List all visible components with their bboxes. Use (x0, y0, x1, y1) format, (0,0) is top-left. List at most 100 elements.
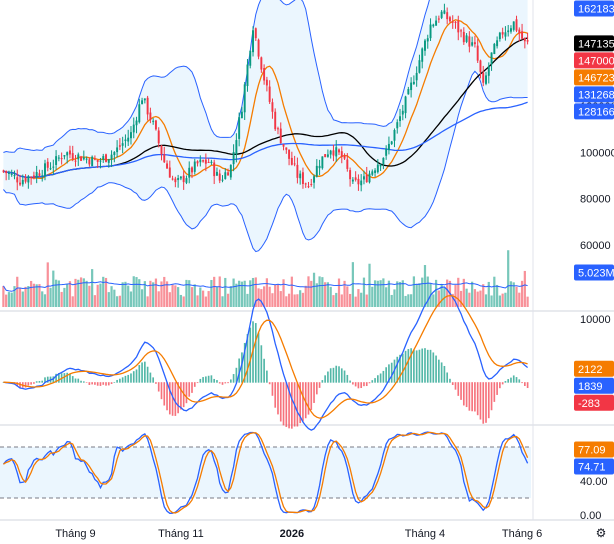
candle-body (485, 75, 487, 84)
settings-gear-icon[interactable]: ⚙ (595, 526, 607, 540)
macd-hist-bar (121, 377, 124, 383)
volume-bar (318, 276, 321, 307)
macd-hist-bar (94, 382, 96, 385)
macd-hist-bar (315, 382, 318, 395)
bollinger-fill (3, 0, 528, 252)
volume-bar (437, 290, 440, 307)
candle-body (204, 159, 207, 164)
candle-body (296, 164, 299, 178)
volume-bar (423, 265, 427, 307)
volume-bar (310, 280, 313, 307)
macd-hist-bar (144, 361, 146, 383)
volume-bar (79, 277, 83, 307)
candle-body (293, 163, 296, 165)
volume-bar (479, 290, 482, 307)
candle-body (518, 29, 521, 34)
volume-bar (454, 284, 457, 307)
candle-body (85, 158, 88, 160)
volume-bar (38, 284, 41, 307)
candle-body (13, 175, 16, 177)
volume-bar (373, 280, 377, 307)
stoch-tag-bg (574, 441, 614, 458)
volume-bar (440, 284, 443, 307)
macd-hist-bar (302, 382, 304, 422)
volume-bar (135, 277, 138, 307)
volume-bar (115, 296, 119, 307)
candle-body (121, 143, 124, 146)
volume-bar (215, 286, 219, 307)
candle-body (152, 120, 155, 122)
candle-body (376, 164, 379, 173)
candle-body (177, 178, 180, 181)
volume-bar (268, 286, 271, 307)
macd-hist-bar (113, 382, 116, 383)
macd-hist-bar (33, 382, 35, 384)
macd-hist-bar (249, 327, 252, 383)
macd-hist-bar (346, 374, 349, 383)
candle-body (493, 43, 496, 55)
candle-body (35, 172, 38, 178)
volume-bar (221, 296, 224, 307)
candle-body (68, 150, 71, 155)
candle-body (102, 156, 105, 161)
candle-body (166, 163, 169, 169)
macd-hist-bar (166, 382, 168, 411)
volume-bar (213, 276, 216, 307)
volume-bar (360, 292, 363, 307)
volume-bar (182, 296, 185, 307)
volume-bar (371, 286, 374, 307)
volume-bar (526, 296, 529, 307)
candle-body (116, 147, 119, 153)
volume-bar (63, 287, 66, 307)
candle-body (407, 89, 410, 95)
volume-bar (299, 290, 302, 307)
macd-hist-bar (501, 382, 504, 385)
macd-hist-bar (102, 382, 105, 385)
candle-body (46, 161, 49, 168)
volume-bar (418, 283, 421, 307)
macd-hist-bar (46, 376, 49, 383)
candle-body (257, 39, 260, 57)
candle-body (435, 20, 438, 26)
candle-body (346, 159, 349, 169)
volume-bar (249, 280, 252, 307)
candle-body (110, 154, 113, 160)
price-tag-bg (574, 86, 614, 103)
volume-bar (376, 280, 379, 307)
macd-hist-bar (368, 382, 371, 384)
candle-body (202, 160, 205, 162)
volume-bar (224, 277, 227, 307)
volume-bar (74, 278, 77, 307)
price-tick-2: 80000 (580, 194, 611, 206)
price-tag-5: 128166 (574, 103, 614, 120)
macd-hist-bar (296, 382, 299, 427)
macd-hist-bar (119, 378, 121, 383)
volume-bar (243, 280, 246, 307)
macd-hist-bar (515, 377, 518, 383)
volume-bar (518, 292, 521, 307)
macd-hist-bar (44, 377, 46, 383)
candle-body (63, 155, 66, 157)
candle-body (468, 36, 471, 47)
macd-hist-bar (221, 382, 224, 385)
volume-tag-0: 5.023M (574, 264, 614, 281)
macd-hist-bar (157, 382, 160, 392)
macd-hist-bar (16, 382, 19, 387)
candle-body (143, 98, 146, 101)
candle-body (415, 72, 418, 81)
candle-body (521, 31, 524, 39)
volume-bar (368, 263, 371, 307)
macd-hist-bar (482, 382, 485, 424)
macd-hist-bar (227, 382, 229, 384)
candle-body (71, 153, 74, 160)
volume-bar (177, 287, 180, 307)
volume-bar (171, 284, 174, 307)
volume-bar (238, 280, 241, 307)
candle-body (5, 171, 8, 174)
candle-body (399, 116, 401, 122)
volume-bar (77, 279, 80, 307)
macd-hist-bar (196, 382, 199, 384)
macd-tag-bg (574, 360, 614, 377)
volume-bar (5, 294, 8, 307)
